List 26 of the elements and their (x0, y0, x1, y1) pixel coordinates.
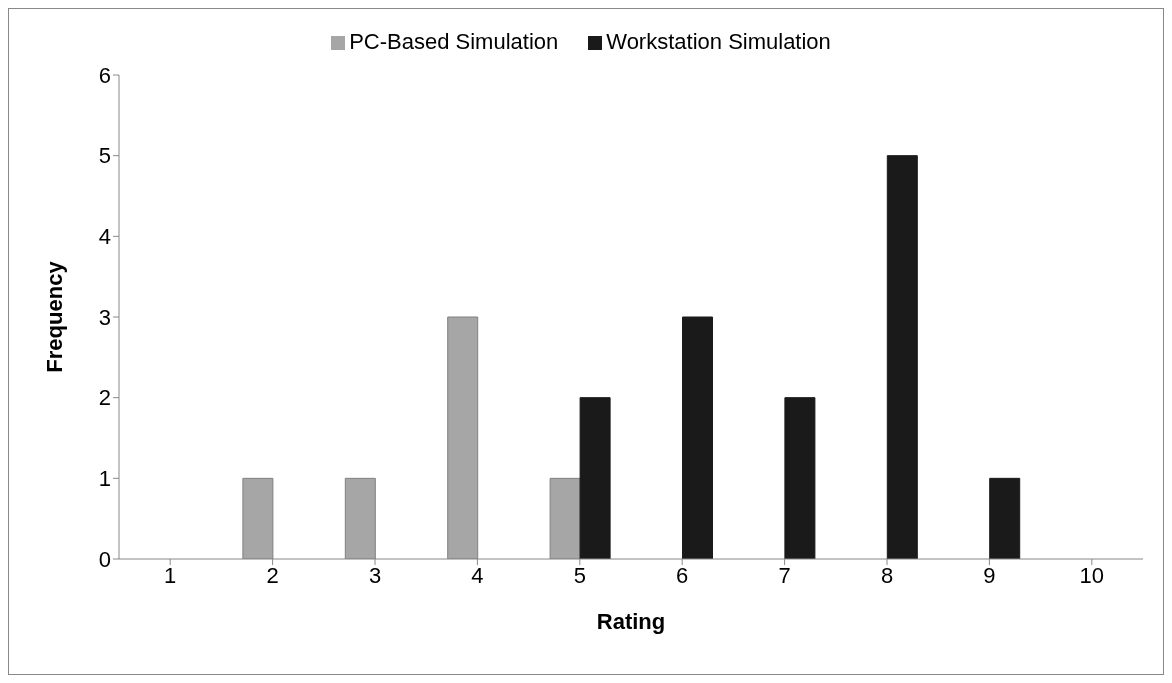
x-tick-label: 1 (164, 562, 177, 588)
bar (784, 397, 816, 559)
y-tick-label: 0 (98, 546, 111, 572)
x-tick-label: 2 (266, 562, 279, 588)
x-tick-label: 8 (880, 562, 894, 588)
x-axis-title: Rating (596, 609, 666, 634)
y-tick-label: 1 (98, 466, 111, 492)
x-tick-label: 9 (983, 562, 996, 588)
x-tick-label: 4 (471, 562, 484, 588)
bar (886, 155, 918, 559)
bar (682, 316, 713, 559)
y-axis-title: Frequency (41, 260, 67, 373)
y-tick-label: 5 (98, 143, 111, 169)
bar (579, 397, 611, 559)
y-tick-label: 4 (98, 224, 111, 250)
y-tick-label: 6 (98, 62, 111, 88)
x-tick-label: 3 (368, 562, 382, 588)
x-tick-label: 10 (1079, 562, 1105, 588)
x-tick-label: 5 (573, 562, 586, 588)
x-tick-label: 6 (676, 562, 689, 588)
legend-label: PC-Based Simulation (349, 29, 559, 54)
bar (989, 477, 1021, 559)
x-tick-label: 7 (778, 562, 791, 588)
legend-label: Workstation Simulation (606, 29, 831, 54)
y-tick-label: 2 (98, 385, 111, 411)
y-tick-label: 3 (98, 304, 111, 330)
